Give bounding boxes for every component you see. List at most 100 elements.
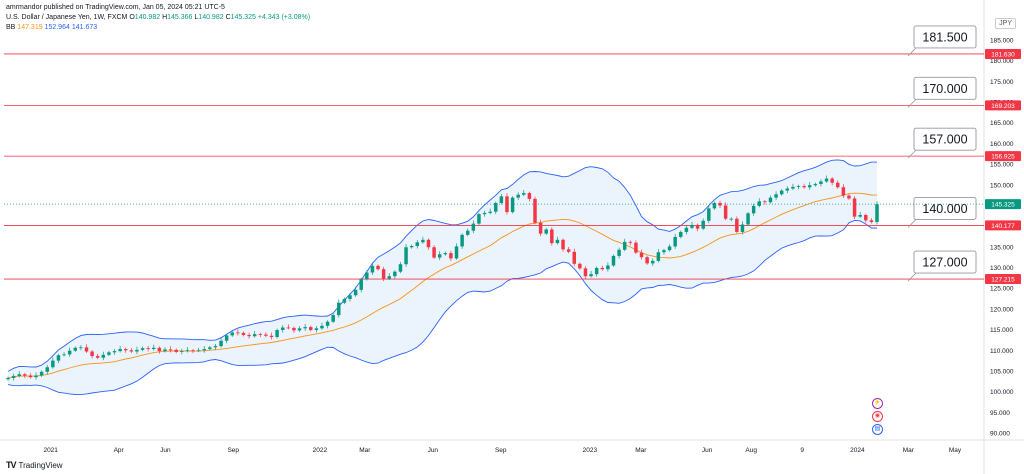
brand-name: TradingView — [18, 460, 63, 470]
bb-fill-area — [8, 159, 877, 395]
candle-body — [544, 229, 548, 234]
price-tick-label: 175.000 — [990, 79, 1014, 86]
price-tick-label: 105.000 — [990, 368, 1014, 375]
time-tick-label: Mar — [359, 447, 371, 454]
candle-body — [314, 328, 319, 330]
candle-body — [477, 214, 481, 224]
callout-label: 181.500 — [922, 30, 967, 44]
symbol-ohlc-line: U.S. Dollar / Japanese Yen, 1W, FXCM O14… — [6, 14, 311, 21]
candle-body — [757, 201, 762, 206]
candle-body — [836, 182, 840, 188]
candle-body — [34, 375, 38, 378]
candle-body — [527, 193, 532, 199]
level-price-tag — [985, 151, 1021, 162]
candle-body — [443, 253, 448, 255]
price-tick-label: 115.000 — [990, 327, 1013, 334]
candle-body — [494, 202, 498, 212]
price-tick-label: 130.000 — [990, 265, 1014, 272]
candle-body — [409, 246, 414, 248]
candle-body — [824, 178, 829, 182]
callout-pointer — [907, 219, 917, 228]
tradingview-logo-icon: TV — [6, 460, 16, 470]
candle-body — [561, 239, 565, 250]
candle-body — [140, 348, 145, 350]
candle-body — [723, 205, 728, 219]
candle-body — [712, 202, 717, 209]
candle-body — [684, 227, 689, 232]
candle-body — [208, 347, 212, 350]
candle-body — [101, 354, 106, 358]
candle-body — [617, 249, 621, 256]
level-price-tag — [985, 48, 1021, 59]
candle-body — [667, 246, 672, 251]
candle-body — [746, 213, 750, 225]
candle-body — [381, 269, 386, 279]
price-tick-label: 110.000 — [990, 348, 1013, 355]
candle-body — [499, 196, 504, 203]
candle-body — [348, 295, 352, 299]
price-tick-label: 160.000 — [990, 141, 1014, 148]
candle-body — [740, 224, 745, 232]
candle-body — [95, 356, 100, 358]
candle-body — [785, 188, 790, 191]
candle-body — [297, 328, 302, 331]
currency-label[interactable]: JPY — [995, 18, 1016, 29]
symbol-name[interactable]: U.S. Dollar / Japanese Yen, 1W, FXCM — [6, 14, 128, 21]
candle-body — [488, 211, 492, 213]
candle-body — [729, 218, 733, 220]
candle-body — [280, 327, 285, 330]
candle-body — [421, 239, 425, 243]
bb-legend-line[interactable]: BB 147.319 152.964 141.673 — [6, 23, 310, 33]
candle-body — [286, 327, 291, 329]
candle-body — [718, 202, 722, 206]
candle-body — [533, 198, 537, 223]
candle-body — [690, 224, 694, 228]
candle-body — [241, 332, 246, 335]
candle-body — [73, 347, 78, 351]
candle-body — [858, 214, 862, 217]
candle-body — [645, 257, 649, 264]
candle-body — [196, 350, 201, 352]
candle-body — [219, 340, 223, 347]
candle-body — [51, 360, 55, 368]
candle-body — [163, 349, 167, 352]
level-price-tag — [985, 274, 1021, 285]
price-tick-label: 135.000 — [990, 244, 1014, 251]
candle-body — [17, 374, 21, 376]
candle-body — [465, 230, 470, 235]
candle-body — [325, 321, 330, 326]
callout-pointer — [907, 149, 917, 159]
candle-body — [269, 335, 274, 338]
target-icon[interactable]: ◉ — [872, 411, 883, 422]
candle-body — [589, 274, 593, 277]
candle-body — [112, 351, 117, 353]
candle-body — [67, 350, 72, 355]
candle-body — [11, 375, 16, 378]
candle-body — [695, 224, 700, 229]
candle-body — [387, 276, 391, 279]
candle-body — [522, 193, 526, 195]
time-tick-label: Apr — [114, 447, 125, 454]
candle-body — [639, 252, 644, 258]
candle-body — [735, 218, 739, 232]
bb-lower-line — [7, 219, 878, 396]
candle-body — [303, 327, 307, 329]
candle-body — [449, 253, 453, 259]
candle-body — [628, 241, 633, 243]
published-line: amrmandor published on TradingView.com, … — [6, 4, 225, 11]
candle-body — [129, 350, 134, 352]
candle-body — [404, 247, 408, 265]
level-price-tag-label: 127.215 — [991, 277, 1015, 284]
bb-basis-value: 147.319 — [17, 24, 43, 31]
callout-label: 170.000 — [922, 82, 967, 96]
lightning-icon[interactable]: ⚡ — [872, 398, 883, 409]
candle-body — [819, 181, 823, 184]
level-price-tag-label: 169.203 — [991, 103, 1015, 110]
bb-basis-line — [7, 192, 878, 379]
flag-icon[interactable]: ▤ — [872, 424, 883, 435]
candle-body — [751, 205, 756, 214]
candle-body — [454, 246, 459, 259]
candle-body — [415, 242, 420, 247]
bb-upper-value: 152.964 — [44, 24, 70, 31]
